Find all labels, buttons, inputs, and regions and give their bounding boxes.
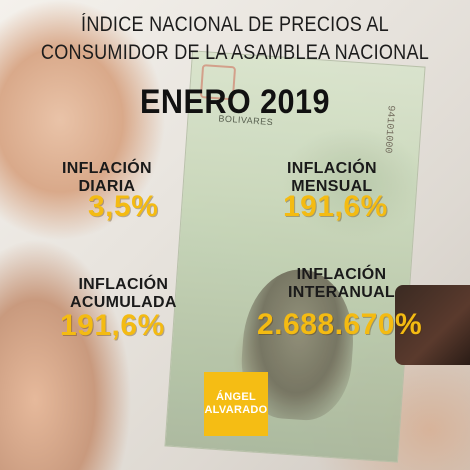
interannual-inflation-value: 2.688.670% [257, 308, 423, 341]
title-line-2: CONSUMIDOR DE LA ASAMBLEA NACIONAL [40, 41, 430, 64]
brand-logo: ÁNGEL ALVARADO [204, 372, 268, 436]
logo-line2: ALVARADO [204, 404, 268, 416]
wallet-image [395, 285, 470, 365]
interannual-inflation-label-line2: INTERANUAL [288, 284, 395, 301]
daily-inflation-label-line2: DIARIA [78, 178, 136, 195]
daily-inflation-label-line1: INFLACIÓN [62, 160, 152, 177]
accumulated-inflation-label-line2: ACUMULADA [70, 294, 177, 311]
monthly-inflation-label: INFLACIÓN MENSUAL [287, 160, 377, 196]
monthly-inflation-value: 191,6% [283, 190, 388, 223]
daily-inflation-label: INFLACIÓN DIARIA [62, 160, 152, 196]
period-heading: ENERO 2019 [140, 83, 330, 121]
interannual-inflation-label: INFLACIÓN INTERANUAL [288, 266, 395, 302]
monthly-inflation-label-line2: MENSUAL [291, 178, 373, 195]
accumulated-inflation-value: 191,6% [60, 309, 165, 342]
accumulated-inflation-label-line1: INFLACIÓN [78, 276, 169, 293]
daily-inflation-value: 3,5% [88, 190, 159, 223]
interannual-inflation-label-line1: INFLACIÓN [296, 266, 387, 283]
logo-line1: ÁNGEL [216, 391, 256, 403]
monthly-inflation-label-line1: INFLACIÓN [287, 160, 377, 177]
accumulated-inflation-label: INFLACIÓN ACUMULADA [70, 276, 177, 312]
title-line-1: ÍNDICE NACIONAL DE PRECIOS AL [81, 13, 389, 36]
